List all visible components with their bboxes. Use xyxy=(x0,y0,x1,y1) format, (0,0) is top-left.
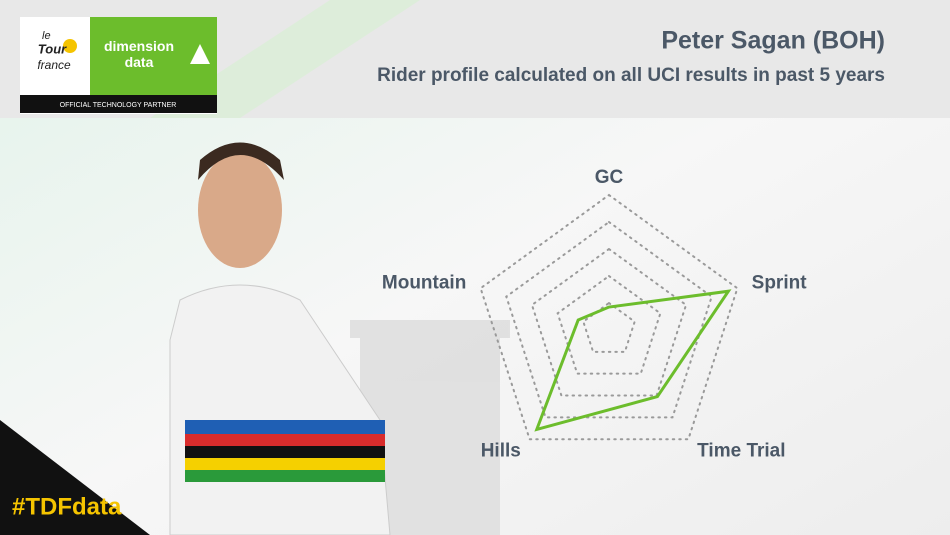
axis-label: Hills xyxy=(481,440,521,461)
logo-text: le xyxy=(42,30,51,42)
logo-sun xyxy=(63,39,77,53)
axis-label: Time Trial xyxy=(697,440,785,461)
grid-ring xyxy=(479,193,739,441)
axis-label: Sprint xyxy=(752,273,808,294)
grid-ring xyxy=(530,247,688,397)
grid-ring xyxy=(505,220,713,419)
radar-line xyxy=(534,289,732,432)
chart-subtitle: Rider profile calculated on all UCI resu… xyxy=(377,65,885,86)
logo-text: Tour xyxy=(38,41,67,56)
partner-text: OFFICIAL TECHNOLOGY PARTNER xyxy=(60,102,177,109)
radar-chart: GC Sprint Time Trial Hills Mountain xyxy=(382,167,807,461)
hashtag: #TDFdata xyxy=(12,493,122,520)
axis-label: Mountain xyxy=(382,273,466,294)
brand-wrap: dimension data xyxy=(103,38,174,70)
header-stripe xyxy=(150,0,420,118)
grid-ring xyxy=(556,274,662,375)
brand-text: dimension data xyxy=(103,38,174,70)
rider-photo xyxy=(169,142,391,535)
logo-strip xyxy=(20,95,217,113)
logo-text: france xyxy=(37,58,71,72)
axis-label: GC xyxy=(595,167,624,188)
chart-title: Peter Sagan (BOH) xyxy=(661,27,885,55)
hashtag-corner xyxy=(0,420,150,535)
brand-triangle xyxy=(190,44,210,64)
grid-ring xyxy=(582,301,636,353)
